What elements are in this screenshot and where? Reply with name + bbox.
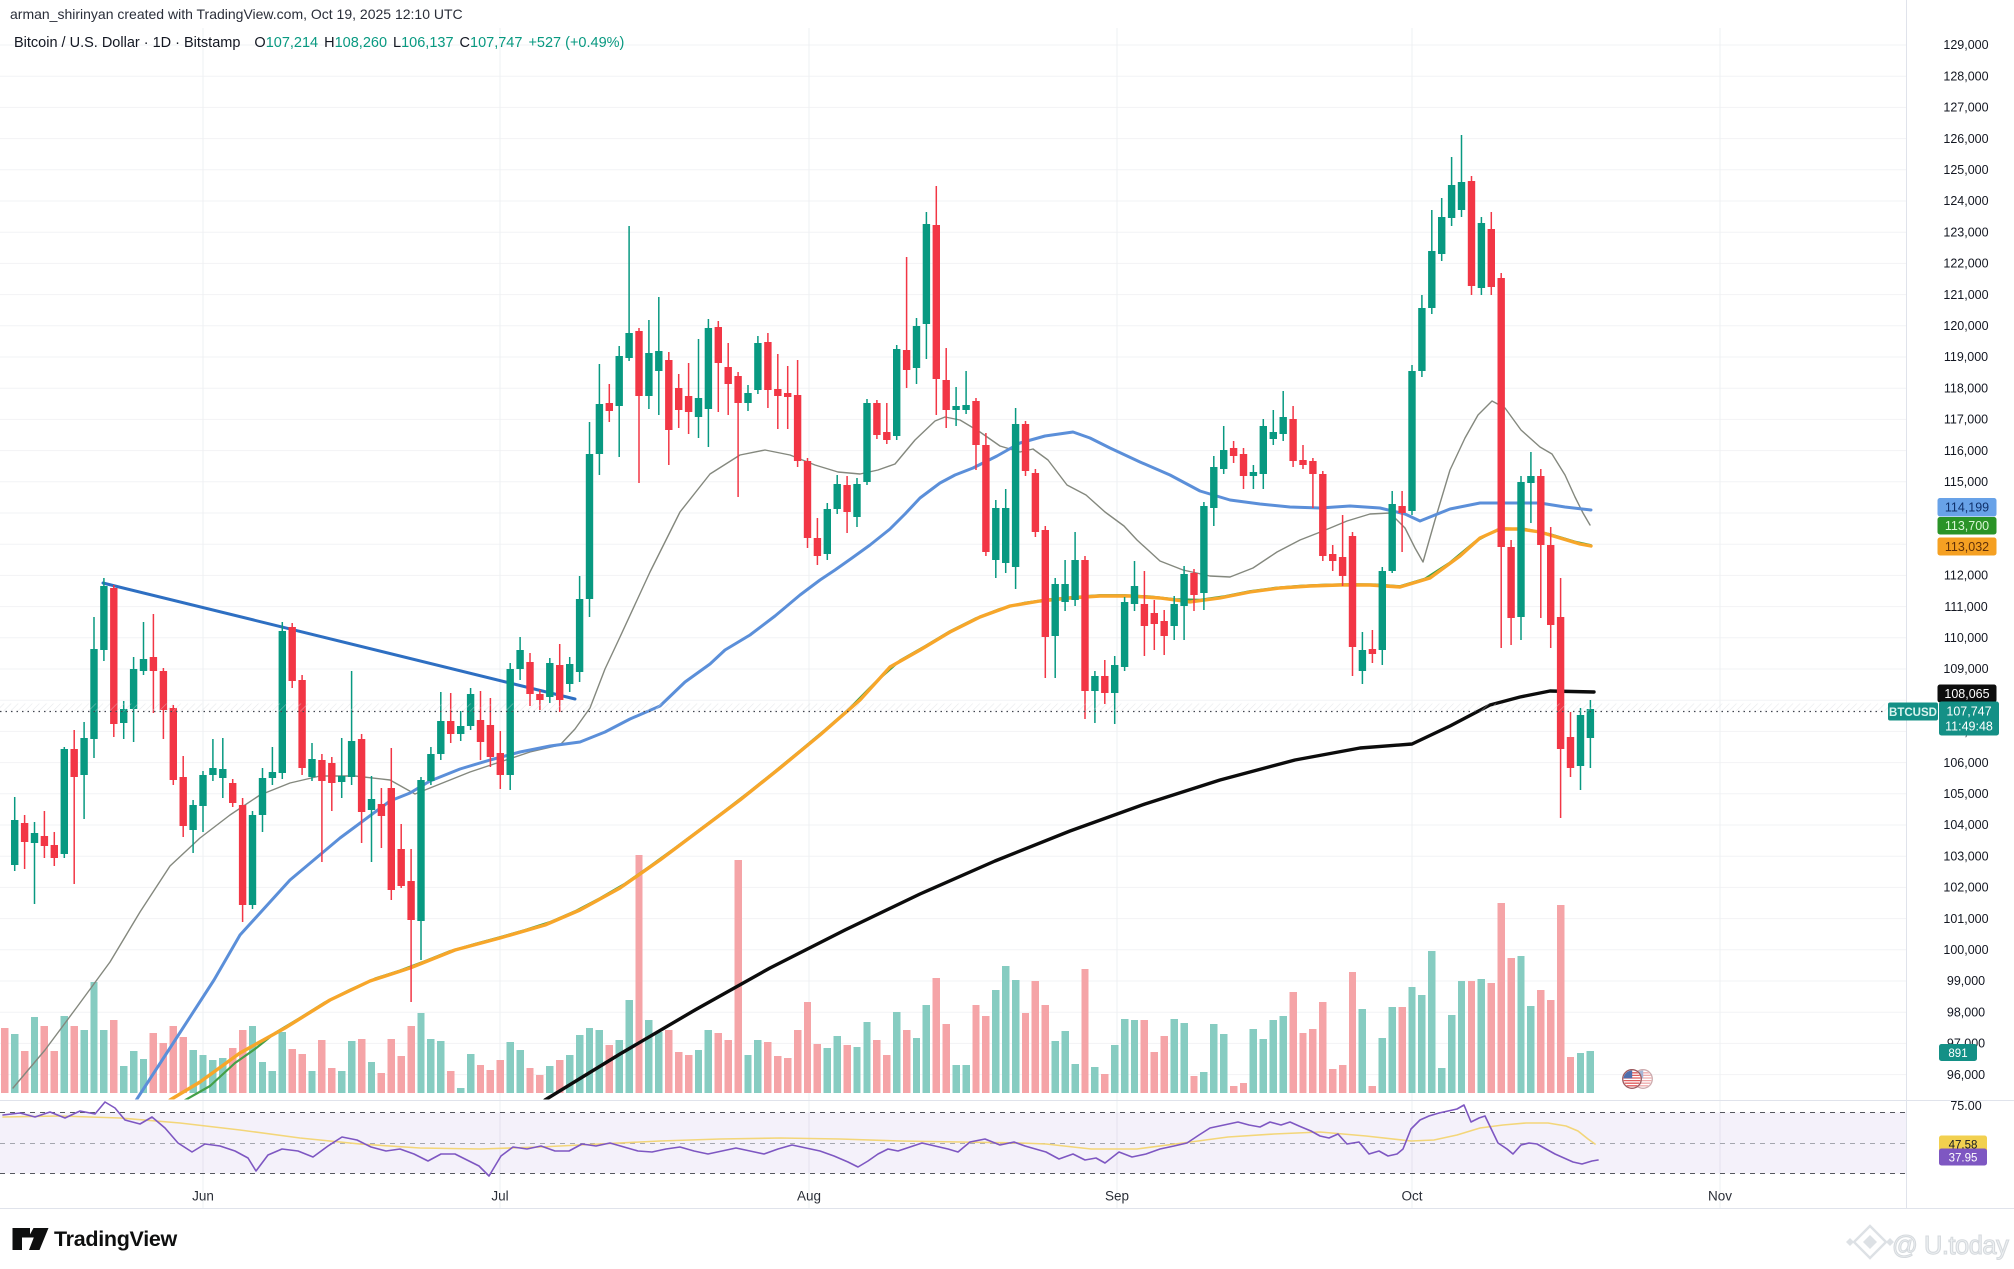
svg-text:113,032: 113,032 (1945, 540, 1989, 554)
svg-text:124,000: 124,000 (1943, 194, 1988, 208)
svg-text:103,000: 103,000 (1943, 849, 1988, 863)
svg-text:108,065: 108,065 (1944, 687, 1989, 701)
svg-text:Oct: Oct (1401, 1189, 1422, 1204)
svg-text:111,000: 111,000 (1944, 600, 1987, 614)
svg-text:109,000: 109,000 (1943, 662, 1988, 676)
svg-text:Jun: Jun (192, 1189, 214, 1204)
svg-text:114,199: 114,199 (1945, 501, 1989, 515)
svg-text:121,000: 121,000 (1943, 288, 1988, 302)
svg-text:112,000: 112,000 (1944, 569, 1988, 583)
svg-text:Jul: Jul (491, 1189, 508, 1204)
svg-text:115,000: 115,000 (1944, 475, 1988, 489)
svg-text:101,000: 101,000 (1943, 912, 1988, 926)
svg-text:Nov: Nov (1708, 1189, 1732, 1204)
svg-text:Sep: Sep (1105, 1189, 1129, 1204)
svg-text:118,000: 118,000 (1944, 381, 1988, 395)
svg-text:127,000: 127,000 (1943, 101, 1988, 115)
svg-text:120,000: 120,000 (1943, 319, 1988, 333)
svg-text:96,000: 96,000 (1947, 1068, 1985, 1082)
svg-text:arman_shirinyan created with T: arman_shirinyan created with TradingView… (10, 6, 463, 22)
svg-text:116,000: 116,000 (1944, 444, 1988, 458)
svg-text:100,000: 100,000 (1943, 943, 1988, 957)
svg-text:TradingView: TradingView (54, 1227, 178, 1251)
svg-text:75.00: 75.00 (1950, 1099, 1981, 1113)
svg-text:104,000: 104,000 (1943, 818, 1988, 832)
svg-text:891: 891 (1948, 1048, 1967, 1060)
svg-text:37.95: 37.95 (1949, 1152, 1978, 1164)
svg-text:126,000: 126,000 (1943, 132, 1988, 146)
svg-text:122,000: 122,000 (1943, 257, 1988, 271)
svg-text:128,000: 128,000 (1943, 69, 1988, 83)
svg-text:113,700: 113,700 (1945, 519, 1989, 533)
svg-text:117,000: 117,000 (1944, 413, 1988, 427)
svg-text:98,000: 98,000 (1947, 1005, 1985, 1019)
svg-text:125,000: 125,000 (1943, 163, 1988, 177)
svg-text:@ U.today: @ U.today (1892, 1232, 2009, 1260)
svg-text:102,000: 102,000 (1943, 881, 1988, 895)
svg-text:105,000: 105,000 (1943, 787, 1988, 801)
svg-text:129,000: 129,000 (1943, 38, 1988, 52)
svg-text:Aug: Aug (797, 1189, 821, 1204)
svg-text:123,000: 123,000 (1943, 225, 1988, 239)
svg-text:BTCUSD: BTCUSD (1889, 707, 1937, 719)
svg-text:106,000: 106,000 (1943, 756, 1988, 770)
svg-text:110,000: 110,000 (1944, 631, 1988, 645)
svg-text:11:49:48: 11:49:48 (1945, 720, 1993, 734)
svg-text:119,000: 119,000 (1944, 350, 1988, 364)
svg-text:99,000: 99,000 (1947, 974, 1985, 988)
svg-text:107,747: 107,747 (1946, 705, 1991, 719)
svg-text:47.58: 47.58 (1949, 1139, 1978, 1151)
